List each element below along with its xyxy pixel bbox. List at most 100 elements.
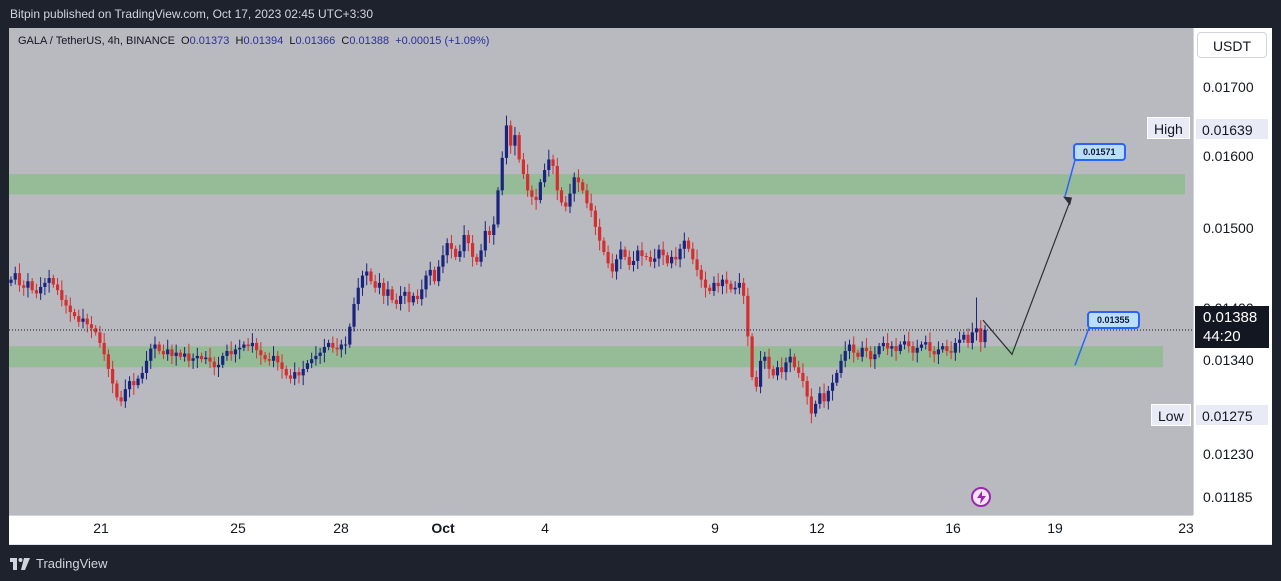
candle-body [581, 182, 585, 191]
candle [670, 250, 674, 269]
candle [250, 333, 254, 353]
candle-body [691, 248, 695, 260]
currency-button[interactable]: USDT [1197, 32, 1267, 58]
candle-body [936, 349, 941, 355]
candle-body [614, 259, 619, 272]
candle [34, 283, 39, 299]
candle [936, 341, 941, 365]
candle [877, 342, 881, 358]
candle [356, 277, 360, 311]
candle [475, 253, 479, 266]
candle [43, 277, 47, 296]
candle [64, 295, 68, 314]
candle [754, 370, 758, 392]
candle-body [526, 174, 530, 191]
candle [454, 245, 458, 261]
candle [576, 169, 581, 192]
price-axis[interactable] [1193, 28, 1272, 515]
candle-body [839, 360, 843, 373]
candle-body [695, 259, 699, 270]
candle-body [424, 275, 428, 290]
candle-body [483, 230, 487, 251]
time-axis[interactable] [9, 515, 1193, 544]
candle-body [962, 334, 966, 340]
candle-body [43, 282, 47, 287]
candle [242, 341, 246, 352]
candle [526, 164, 530, 197]
candle-body [754, 377, 758, 387]
candle-body [267, 359, 271, 361]
candle-body [555, 165, 559, 191]
time-tick: Oct [431, 520, 455, 536]
candle-body [356, 287, 360, 304]
candle [746, 287, 750, 347]
candle-body [89, 324, 94, 329]
candle [856, 349, 860, 360]
candle-body [623, 249, 627, 257]
candle [225, 344, 229, 361]
candle-body [415, 295, 420, 300]
candle-body [631, 260, 636, 266]
callout-support[interactable]: 0.01355 [1087, 311, 1140, 329]
candle-body [111, 368, 115, 384]
candle [919, 341, 924, 352]
price-tick: 0.01185 [1203, 489, 1253, 505]
candle-body [627, 256, 631, 266]
projection-path[interactable] [982, 198, 1072, 356]
candle [686, 237, 691, 253]
candle-body [225, 351, 229, 356]
candle-body [297, 372, 301, 376]
candle [822, 383, 826, 408]
candle [729, 280, 733, 293]
price-tick: 0.01230 [1203, 446, 1254, 462]
lightning-icon[interactable] [971, 487, 991, 507]
candle [293, 362, 297, 386]
footer-brand-text: TradingView [36, 556, 108, 571]
candle [674, 247, 678, 266]
candle-body [183, 353, 187, 357]
candle [712, 276, 716, 296]
candle [784, 357, 788, 381]
candle-body [953, 342, 957, 353]
candle [547, 149, 551, 177]
candle [335, 338, 339, 356]
time-tick: 16 [945, 520, 961, 536]
candle [39, 277, 43, 300]
candle [589, 193, 593, 218]
resistance-zone[interactable] [9, 174, 1185, 195]
candle [555, 157, 559, 201]
candle [102, 333, 106, 361]
candle [297, 367, 301, 384]
candle-body [780, 367, 784, 373]
candle-body [750, 336, 754, 378]
candle-body [119, 397, 123, 402]
candle-body [390, 289, 394, 300]
candle-body [301, 368, 305, 376]
support-zone[interactable] [9, 346, 1163, 368]
symbol-name[interactable]: GALA / TetherUS, 4h, BINANCE [18, 35, 175, 47]
low-label: L [289, 35, 296, 47]
projection-arrowhead [1063, 196, 1072, 206]
candle [788, 348, 792, 373]
candle-body [204, 357, 208, 360]
candle-body [648, 256, 653, 262]
candle-body [598, 226, 602, 241]
candle-body [327, 342, 331, 347]
candle-body [890, 346, 894, 349]
candle [534, 188, 538, 210]
candle-body [720, 279, 725, 287]
high-tag-value: 0.01639 [1195, 118, 1269, 140]
candle-body [559, 190, 564, 203]
callout-target[interactable]: 0.01571 [1073, 143, 1126, 161]
time-tick: 25 [230, 520, 246, 536]
chart-plot-area[interactable] [9, 28, 1193, 515]
candle-body [81, 318, 85, 322]
candle [614, 254, 619, 280]
candle [428, 261, 432, 286]
change-value: +0.00015 (+1.09%) [395, 35, 490, 47]
candle [483, 221, 487, 257]
candle-body [94, 328, 98, 333]
publisher-bar: Bitpin published on TradingView.com, Oct… [0, 0, 1281, 28]
candle-body [335, 347, 339, 350]
candle-body [758, 360, 763, 387]
